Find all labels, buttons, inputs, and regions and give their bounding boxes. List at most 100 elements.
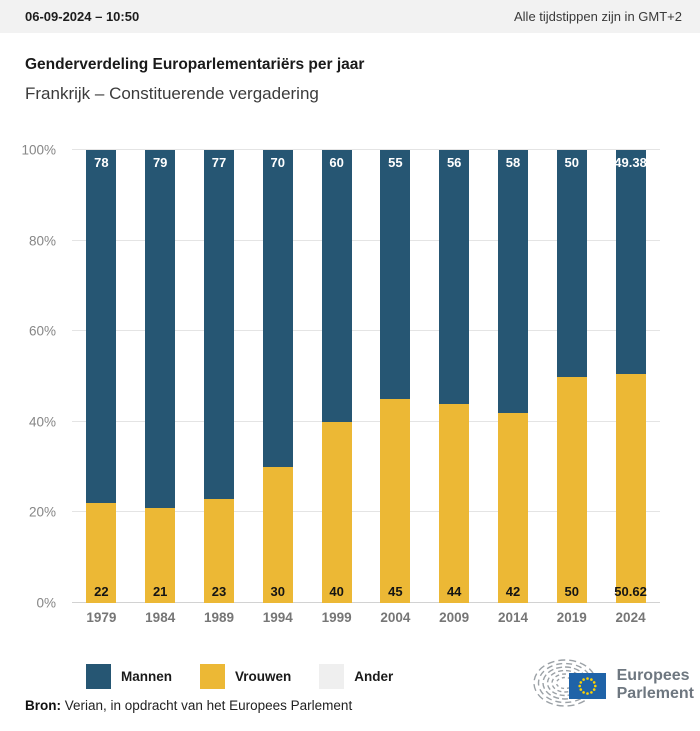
bar-slot: 50 50 [542,150,601,603]
stacked-bar-1984: 79 21 [145,150,176,603]
value-label-vrouwen: 50.62 [614,583,647,599]
x-axis-label: 1994 [262,610,293,625]
stacked-bar-2019: 50 50 [556,150,587,603]
segment-mannen: 50 [556,150,587,377]
value-label-vrouwen: 22 [94,583,109,599]
bar-slot: 79 21 [131,150,190,603]
value-label-mannen: 70 [270,155,286,170]
x-axis-label: 1989 [203,610,235,625]
value-label-mannen: 60 [329,155,344,170]
stacked-bar-2009: 56 44 [439,150,470,603]
bar-slot: 78 22 [72,150,131,603]
x-axis-label: 2024 [615,610,646,625]
legend: Mannen Vrouwen Ander [86,664,393,689]
y-axis-tick-label: 80% [28,233,56,249]
segment-mannen: 78 [86,150,117,504]
segment-mannen: 77 [203,150,234,499]
chart-title: Genderverdeling Europarlementariërs per … [25,56,365,73]
y-axis-tick-label: 60% [28,323,56,339]
stacked-bar-1989: 77 23 [203,150,234,603]
value-label-mannen: 58 [505,155,521,170]
gridline [72,239,660,241]
value-label-vrouwen: 21 [152,583,168,599]
value-label-vrouwen: 44 [446,583,462,599]
bar-slot: 77 23 [190,150,249,603]
x-axis-label: 2014 [497,610,528,625]
value-label-mannen: 56 [446,155,462,170]
bar-slot: 58 42 [484,150,543,603]
logo-line2: Parlement [616,685,694,702]
logo-wordmark: Europees Parlement [617,667,694,704]
segment-vrouwen: 21 [145,507,176,603]
bar-slot: 70 30 [248,150,307,603]
value-label-mannen: 78 [94,155,109,170]
value-label-mannen: 49.38 [614,155,647,170]
europees-parlement-logo: Europees Parlement [532,656,694,714]
segment-vrouwen: 50 [556,376,587,603]
segment-vrouwen: 30 [262,467,293,603]
segment-mannen: 58 [497,150,528,413]
value-label-mannen: 79 [152,155,168,170]
value-label-vrouwen: 30 [270,583,286,599]
segment-vrouwen: 45 [380,399,411,603]
gridline [72,602,660,603]
stacked-bar-1979: 78 22 [86,150,117,603]
bar-slot: 56 44 [425,150,484,603]
bar-slot: 60 40 [307,150,366,603]
segment-mannen: 79 [145,150,176,508]
logo-line1: Europees [616,666,690,684]
eu-stars [578,677,597,695]
source-label: Bron: [25,698,61,713]
gridline [72,420,660,422]
header-timezone-note: Alle tijdstippen zijn in GMT+2 [514,9,682,24]
value-label-mannen: 55 [388,155,403,170]
value-label-vrouwen: 42 [505,583,521,599]
segment-vrouwen: 44 [439,403,470,603]
x-axis-label: 2004 [380,610,411,625]
value-label-mannen: 77 [211,155,227,170]
x-axis: 1979 1984 1989 1994 1999 2004 2009 2014 2019 2024 [72,610,660,625]
bars: 78 22 79 21 77 23 70 30 60 40 55 45 56 44 58 42 50 50 49.3… [72,150,660,603]
segment-mannen: 55 [380,150,411,400]
legend-swatch-mannen [86,664,111,689]
segment-mannen: 60 [321,150,352,422]
stacked-bar-1999: 60 40 [321,150,352,603]
x-axis-label: 1984 [145,610,176,625]
y-axis-tick-label: 40% [28,414,56,430]
y-axis-tick-label: 100% [21,142,56,158]
source-note: Bron: Verian, in opdracht van het Europe… [25,698,352,713]
legend-label: Ander [354,669,394,684]
segment-vrouwen: 23 [203,498,234,603]
stacked-bar-2024: 49.38 50.62 [614,150,647,603]
legend-label: Mannen [121,669,173,684]
segment-vrouwen: 22 [86,503,117,603]
value-label-vrouwen: 23 [211,583,227,599]
segment-mannen: 49.38 [614,150,647,374]
gridline [72,330,660,332]
segment-vrouwen: 50.62 [614,373,647,603]
legend-item-ander: Ander [319,664,393,689]
bar-slot: 55 45 [366,150,425,603]
bar-slot: 49.38 50.62 [601,150,660,603]
y-axis-tick-label: 0% [36,595,56,611]
x-axis-label: 1999 [321,610,352,625]
value-label-vrouwen: 40 [329,583,344,599]
x-axis-label: 1979 [86,610,117,625]
gridline [72,511,660,513]
segment-mannen: 56 [439,150,470,404]
legend-item-vrouwen: Vrouwen [200,664,291,689]
header-bar: 06-09-2024 – 10:50 Alle tijdstippen zijn… [0,0,700,33]
chart-subtitle: Frankrijk – Constituerende vergadering [25,84,319,103]
y-axis-tick-label: 20% [28,504,56,520]
stacked-bar-chart: 0% 20% 40% 60% 80% 100% 78 22 79 21 77 23 70 30 60 40 5… [0,143,700,625]
eu-flag [568,673,606,699]
legend-swatch-ander [319,664,345,689]
gridline [72,149,660,150]
ep-hemicycle-icon [532,659,606,707]
legend-swatch-vrouwen [200,664,226,689]
segment-vrouwen: 40 [321,421,352,603]
stacked-bar-2014: 58 42 [497,150,528,603]
source-text-value: Verian, in opdracht van het Europees Par… [64,698,353,713]
header-datetime: 06-09-2024 – 10:50 [25,9,140,24]
